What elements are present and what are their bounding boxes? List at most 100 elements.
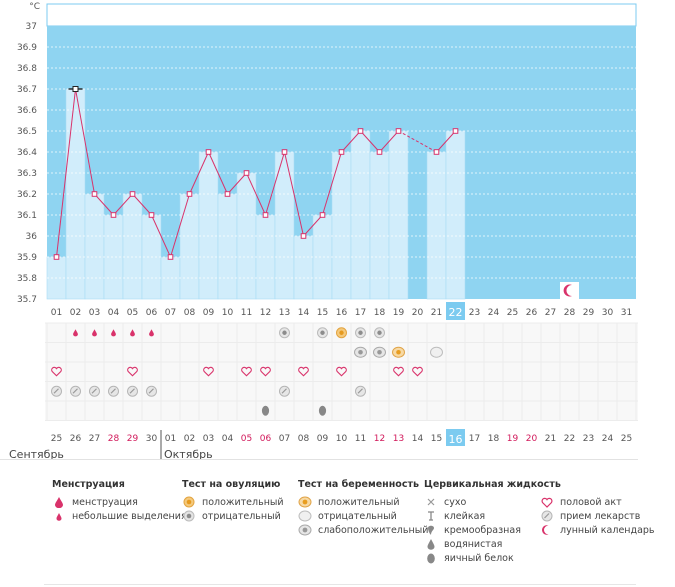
cycle-day-label: 15 [317, 308, 328, 318]
cycle-day-label: 04 [108, 308, 120, 318]
pregnancy-weak-icon [373, 346, 386, 358]
calendar-date-label: 11 [355, 434, 366, 444]
temperature-point[interactable] [433, 149, 440, 155]
calendar-date-label: 04 [222, 434, 234, 444]
y-tick-label: 36.7 [17, 85, 37, 95]
drop-icon [149, 329, 154, 337]
temperature-point[interactable] [148, 212, 155, 218]
temperature-bar [293, 235, 314, 300]
cycle-day-label: 17 [355, 308, 366, 318]
calendar-date-label: 23 [583, 434, 594, 444]
temperature-point[interactable] [281, 149, 288, 155]
bottom-divider [44, 584, 636, 585]
temperature-point[interactable] [110, 212, 117, 218]
calendar-date-label: 06 [260, 434, 272, 444]
temperature-bar [198, 151, 219, 300]
temperature-point[interactable] [243, 170, 250, 176]
legend-title: Цервикальная жидкость [424, 479, 561, 490]
temperature-point[interactable] [376, 149, 383, 155]
ovulation-positive-icon [182, 496, 196, 508]
legend-item: лунный календарь [560, 524, 655, 536]
pill-icon [127, 385, 138, 397]
temperature-point[interactable] [262, 212, 269, 218]
egg-white-icon [424, 552, 438, 564]
cycle-day-label: 07 [165, 308, 176, 318]
calendar-date-label: 08 [298, 434, 310, 444]
cycle-day-label: 18 [374, 308, 386, 318]
legend-item: прием лекарств [560, 510, 641, 522]
legend-item: яичный белок [444, 552, 514, 564]
cycle-day-label: 30 [602, 308, 614, 318]
temperature-point[interactable] [53, 254, 60, 260]
cycle-day-label: 19 [393, 308, 405, 318]
pill-icon [89, 385, 100, 397]
pill-icon [355, 385, 366, 397]
y-tick-label: 36.4 [17, 148, 37, 158]
calendar-date-label: 28 [108, 434, 120, 444]
menstruation-drop-icon [52, 496, 66, 508]
temperature-point[interactable] [91, 191, 98, 197]
cycle-day-label: 28 [564, 308, 576, 318]
cycle-day-label: 23 [469, 308, 480, 318]
legend-item: кремообразная [444, 524, 521, 536]
temperature-point[interactable] [186, 191, 193, 197]
cycle-day-label: 05 [127, 308, 138, 318]
calendar-date-label: 16 [449, 433, 463, 446]
legend-item: менструация [72, 496, 138, 508]
temperature-point[interactable] [338, 149, 345, 155]
legend-item: слабоположительный [318, 524, 429, 536]
temperature-bar [369, 151, 390, 300]
moon-cell [560, 282, 579, 299]
temperature-line [113, 193, 133, 216]
temperature-line [341, 130, 361, 153]
y-tick-label: 35.8 [17, 274, 37, 284]
heart-icon [127, 366, 138, 377]
pregnancy-positive-icon [392, 346, 405, 358]
table-row-bg [45, 401, 638, 421]
cycle-day-label: 27 [545, 308, 556, 318]
legend-item: положительный [202, 496, 284, 508]
legend-item: половой акт [560, 496, 622, 508]
calendar-date-label: 27 [89, 434, 100, 444]
temperature-point[interactable] [167, 254, 174, 260]
moon-icon [540, 524, 554, 536]
calendar-date-label: 26 [70, 434, 82, 444]
legend-item: небольшие выделения [72, 510, 187, 522]
cycle-day-label: 22 [449, 306, 463, 319]
temperature-line [151, 214, 171, 258]
chart-top-band [46, 3, 637, 27]
cycle-day-label: 13 [279, 308, 290, 318]
calendar-date-label: 10 [336, 434, 348, 444]
temperature-point[interactable] [205, 149, 212, 155]
temperature-point[interactable] [357, 128, 364, 134]
temperature-point[interactable] [452, 128, 459, 134]
calendar-date-label: 29 [127, 434, 139, 444]
temperature-line [94, 193, 114, 216]
calendar-date-label: 22 [564, 434, 575, 444]
calendar-date-label: 05 [241, 434, 252, 444]
y-tick-label: 36.9 [17, 43, 37, 53]
legend-item: положительный [318, 496, 400, 508]
ovulation-negative-icon [355, 327, 366, 339]
temperature-line-dashed [398, 130, 437, 153]
cycle-day-label: 02 [70, 308, 81, 318]
y-tick-label: 36.1 [17, 211, 37, 221]
pill-icon [51, 385, 62, 397]
temperature-point[interactable] [300, 233, 307, 239]
temperature-line [189, 151, 209, 195]
temperature-line [265, 151, 285, 216]
legend-item: клейкая [444, 510, 486, 522]
temperature-point[interactable] [224, 191, 231, 197]
ovulation-negative-icon [317, 327, 328, 339]
temperature-point[interactable] [129, 191, 136, 197]
temperature-point[interactable] [319, 212, 326, 218]
cycle-day-label: 20 [412, 308, 424, 318]
calendar-date-label: 17 [469, 434, 480, 444]
pregnancy-weak-icon [354, 346, 367, 358]
cycle-day-label: 25 [507, 308, 518, 318]
temperature-bar [179, 193, 200, 300]
temperature-point[interactable] [395, 128, 402, 134]
temperature-line [284, 151, 304, 237]
legend-pregnancy: Тест на беременность положительный отриц… [298, 479, 428, 537]
cycle-day-label: 24 [488, 308, 500, 318]
